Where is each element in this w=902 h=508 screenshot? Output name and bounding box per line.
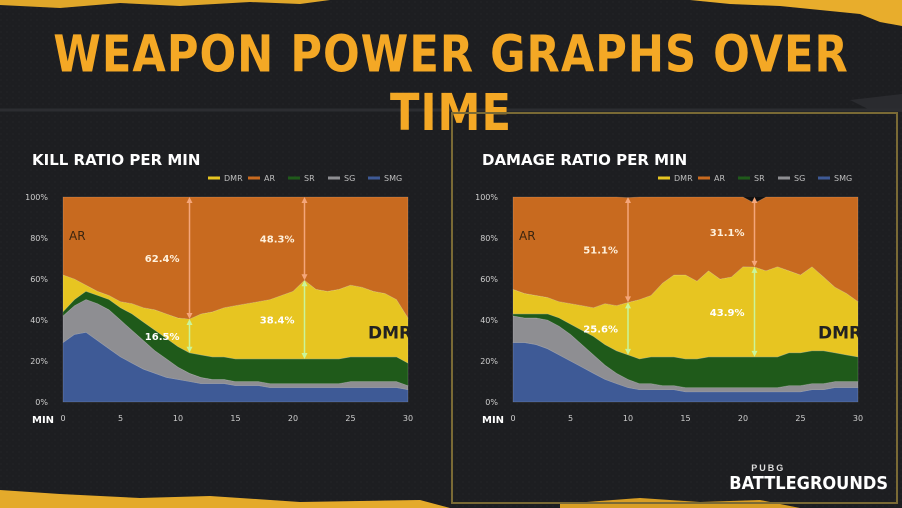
y-tick-label: 100% — [25, 193, 48, 202]
arrowhead-bottom — [301, 274, 308, 281]
x-tick-label: 25 — [795, 414, 805, 423]
legend-label-dmr: DMR — [224, 174, 243, 183]
arrowhead-top — [625, 302, 631, 309]
arrowhead-top — [186, 197, 193, 203]
y-tick-label: 0% — [35, 398, 48, 407]
x-axis-label: MIN — [482, 415, 504, 426]
torn-strip-top-left — [0, 0, 330, 8]
y-tick-label: 60% — [30, 275, 48, 284]
area-sr — [512, 313, 859, 388]
area-label-ar: AR — [519, 229, 536, 243]
legend-label-ar: AR — [264, 174, 275, 183]
legend-label-dmr: DMR — [674, 174, 693, 183]
x-tick-label: 15 — [230, 414, 240, 423]
y-tick-label: 40% — [480, 316, 498, 325]
torn-strip-bottom-left — [0, 490, 450, 508]
arrowhead-bottom — [751, 260, 758, 267]
legend-label-ar: AR — [714, 174, 725, 183]
torn-strip-mid-right — [850, 94, 902, 112]
area-label-dmr: DMR — [818, 323, 862, 343]
chart-2: DAMAGE RATIO PER MIN DMR AR SR SG SMG 0% 20% 40%… — [475, 151, 863, 426]
annotation-label: 48.3% — [260, 235, 295, 246]
legend-label-sg: SG — [794, 174, 805, 183]
y-tick-label: 80% — [480, 234, 498, 243]
legend-label-smg: SMG — [834, 174, 852, 183]
arrowhead-bottom — [301, 352, 308, 359]
highlight-panel-frame — [451, 112, 898, 504]
y-tick-label: 40% — [30, 316, 48, 325]
area-label-ar: AR — [69, 229, 86, 243]
brand-logo-top: PUBG — [751, 463, 786, 473]
x-tick-label: 15 — [680, 414, 690, 423]
arrowhead-bottom — [186, 346, 193, 353]
x-tick-label: 10 — [623, 414, 633, 423]
chart-title: KILL RATIO PER MIN — [32, 151, 200, 169]
arrowhead-top — [301, 280, 308, 287]
arrowhead-bottom — [186, 312, 193, 319]
chart-1: KILL RATIO PER MIN DMR AR SR SG SMG 0% 20% 40% 60… — [25, 151, 413, 426]
x-tick-label: 20 — [288, 414, 298, 423]
brand-logo-bottom: BATTLEGROUNDS — [729, 473, 888, 494]
annotation-label: 62.4% — [145, 254, 180, 265]
x-axis-label: MIN — [32, 415, 54, 426]
x-tick-label: 0 — [60, 414, 65, 423]
area-smg — [62, 331, 409, 403]
y-tick-label: 80% — [30, 234, 48, 243]
y-tick-label: 20% — [30, 357, 48, 366]
area-dmr — [62, 274, 409, 364]
y-tick-label: 100% — [475, 193, 498, 202]
arrowhead-top — [751, 266, 758, 273]
arrowhead-top — [751, 197, 758, 203]
annotation-label: 43.9% — [710, 308, 745, 319]
brand-logo: PUBG BATTLEGROUNDS — [729, 463, 888, 494]
legend-label-sg: SG — [344, 174, 355, 183]
area-ar — [62, 196, 409, 320]
x-tick-label: 0 — [510, 414, 515, 423]
annotation-label: 25.6% — [583, 325, 618, 336]
arrowhead-bottom — [751, 350, 758, 357]
x-tick-label: 25 — [345, 414, 355, 423]
arrowhead-bottom — [625, 348, 631, 355]
legend-label-sr: SR — [304, 174, 315, 183]
annotation-label: 16.5% — [145, 332, 180, 343]
arrowhead-top — [301, 197, 308, 203]
annotation-label: 51.1% — [583, 246, 618, 257]
x-tick-label: 30 — [403, 414, 413, 423]
legend-label-smg: SMG — [384, 174, 402, 183]
area-ar — [512, 196, 859, 309]
legend-label-sr: SR — [754, 174, 765, 183]
arrowhead-top — [186, 318, 193, 325]
arrowhead-top — [625, 197, 631, 203]
y-tick-label: 20% — [480, 357, 498, 366]
annotation-label: 31.1% — [710, 228, 745, 239]
y-tick-label: 0% — [485, 398, 498, 407]
area-label-dmr: DMR — [368, 323, 412, 343]
annotation-label: 38.4% — [260, 316, 295, 327]
x-tick-label: 20 — [738, 414, 748, 423]
page-title: WEAPON POWER GRAPHS OVER TIME — [53, 25, 849, 143]
chart-title: DAMAGE RATIO PER MIN — [482, 151, 687, 169]
arrowhead-bottom — [625, 296, 631, 303]
x-tick-label: 10 — [173, 414, 183, 423]
x-tick-label: 5 — [568, 414, 573, 423]
y-tick-label: 60% — [480, 275, 498, 284]
x-tick-label: 5 — [118, 414, 123, 423]
torn-strip-top-right — [690, 0, 902, 26]
x-tick-label: 30 — [853, 414, 863, 423]
